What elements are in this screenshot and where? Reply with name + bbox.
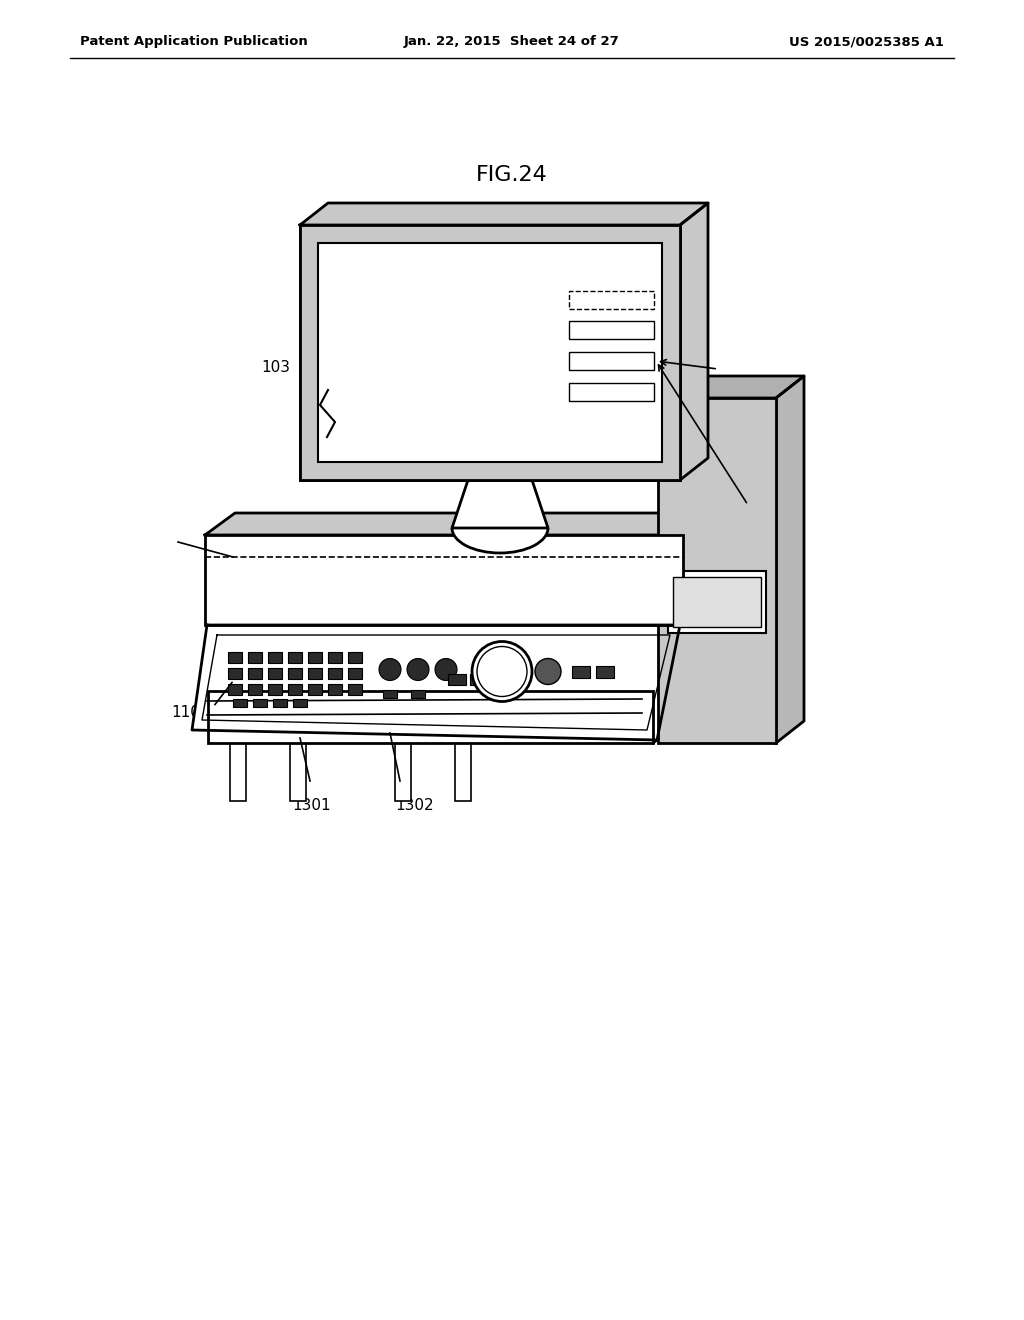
Bar [233,698,247,706]
Circle shape [379,659,401,681]
Bar [658,399,776,743]
Bar [673,577,761,627]
Bar [230,743,246,801]
Bar [328,652,342,663]
Bar [569,352,654,370]
Bar [300,224,680,480]
Bar [470,673,488,685]
Text: Patent Application Publication: Patent Application Publication [80,36,308,49]
Circle shape [535,659,561,685]
Bar [288,652,302,663]
Polygon shape [452,528,548,553]
Polygon shape [683,513,713,624]
Polygon shape [208,676,673,690]
Circle shape [407,659,429,681]
Bar [596,665,614,677]
Bar [569,321,654,339]
Bar [300,224,680,243]
Bar [572,665,590,677]
Bar [300,224,680,480]
Polygon shape [452,480,548,528]
Circle shape [477,647,527,697]
Text: 1301: 1301 [293,799,332,813]
Bar [253,698,267,706]
Bar [268,684,282,694]
Bar [383,689,397,697]
Polygon shape [658,376,804,399]
Bar [318,243,662,462]
Bar [569,383,654,401]
Bar [348,684,362,694]
Text: FIG.24: FIG.24 [476,165,548,185]
Polygon shape [300,203,708,224]
Bar [348,652,362,663]
Bar [273,698,287,706]
Bar [228,668,242,678]
Bar [248,652,262,663]
Bar [293,698,307,706]
Bar [449,673,466,685]
Polygon shape [776,376,804,743]
Bar [288,684,302,694]
Bar [328,668,342,678]
Polygon shape [205,513,713,535]
Polygon shape [193,624,680,741]
Bar [205,535,683,624]
Bar [308,668,322,678]
Bar [308,684,322,694]
Bar [268,668,282,678]
Bar [228,684,242,694]
Bar [411,689,425,697]
Bar [328,684,342,694]
Bar [290,743,306,801]
Bar [248,668,262,678]
Bar [300,224,318,480]
Bar [248,684,262,694]
Bar [668,570,766,632]
Text: 1304: 1304 [750,498,788,512]
Bar [569,290,654,309]
Text: 103: 103 [261,360,290,375]
Bar [208,690,653,743]
Polygon shape [653,676,673,743]
Bar [300,462,680,480]
Text: 110: 110 [171,705,200,719]
Bar [662,224,680,480]
Text: 1302: 1302 [395,799,434,813]
Bar [455,743,471,801]
Bar [268,652,282,663]
Circle shape [472,642,532,701]
Bar [308,652,322,663]
Bar [395,743,411,801]
Polygon shape [680,203,708,480]
Text: US 2015/0025385 A1: US 2015/0025385 A1 [790,36,944,49]
Bar [348,668,362,678]
Circle shape [435,659,457,681]
Bar [228,652,242,663]
Text: 1303: 1303 [209,568,248,582]
Bar [288,668,302,678]
Text: Jan. 22, 2015  Sheet 24 of 27: Jan. 22, 2015 Sheet 24 of 27 [404,36,620,49]
